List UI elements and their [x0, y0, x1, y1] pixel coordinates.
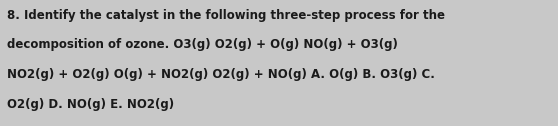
Text: 8. Identify the catalyst in the following three-step process for the: 8. Identify the catalyst in the followin…	[7, 9, 445, 22]
Text: decomposition of ozone. O3(g) O2(g) + O(g) NO(g) + O3(g): decomposition of ozone. O3(g) O2(g) + O(…	[7, 38, 398, 51]
Text: O2(g) D. NO(g) E. NO2(g): O2(g) D. NO(g) E. NO2(g)	[7, 98, 175, 111]
Text: NO2(g) + O2(g) O(g) + NO2(g) O2(g) + NO(g) A. O(g) B. O3(g) C.: NO2(g) + O2(g) O(g) + NO2(g) O2(g) + NO(…	[7, 68, 435, 81]
